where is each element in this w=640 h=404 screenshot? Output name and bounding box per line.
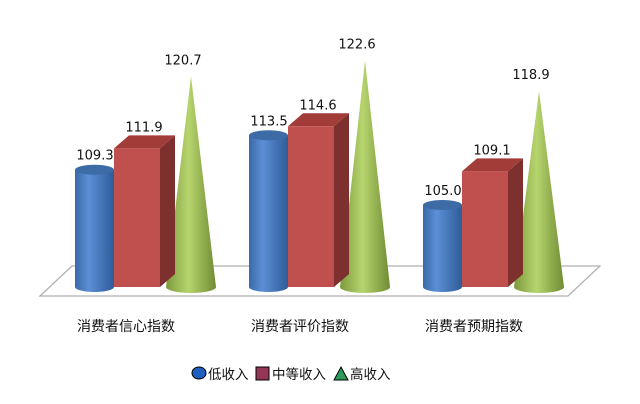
bar-mid-income xyxy=(114,148,160,287)
bar-low-income xyxy=(249,135,288,292)
category-label: 消费者信心指数 xyxy=(77,319,175,335)
data-label: 109.1 xyxy=(473,143,510,158)
bar-low-income xyxy=(423,205,462,292)
bar-high-income xyxy=(340,60,390,294)
category-label: 消费者预期指数 xyxy=(425,319,523,335)
bar-mid-income xyxy=(288,126,334,287)
bar-mid-income-top xyxy=(114,135,175,149)
bar-low-income-top xyxy=(75,164,114,175)
category-label: 消费者评价指数 xyxy=(251,319,349,335)
data-label: 113.5 xyxy=(250,114,287,129)
bar-low-income-top xyxy=(423,200,462,210)
bar-high-income xyxy=(514,91,564,294)
bar-high-income xyxy=(166,76,216,293)
bar-mid-income xyxy=(462,171,508,287)
bar-low-income xyxy=(75,169,114,292)
legend-triangle-icon xyxy=(333,365,349,381)
data-label: 114.6 xyxy=(299,98,336,113)
data-label: 109.3 xyxy=(76,149,113,164)
data-label: 122.6 xyxy=(338,38,375,53)
legend-label: 低收入 xyxy=(208,367,249,383)
data-label: 111.9 xyxy=(125,120,162,135)
bar-mid-income-side xyxy=(508,158,523,287)
bar-low-income-top xyxy=(249,130,288,141)
bar-mid-income-top xyxy=(462,158,523,172)
legend-circle-icon xyxy=(191,366,207,380)
legend-square-icon xyxy=(255,366,270,381)
data-label: 120.7 xyxy=(164,53,201,68)
legend: 低收入 中等收入 高收入 xyxy=(191,365,391,383)
bar-mid-income-side xyxy=(160,135,175,287)
bar-mid-income-top xyxy=(288,113,349,127)
legend-label: 高收入 xyxy=(350,366,391,383)
data-label: 118.9 xyxy=(512,68,549,83)
bar-mid-income-side xyxy=(334,113,349,287)
data-label: 105.0 xyxy=(424,184,461,199)
legend-label: 中等收入 xyxy=(272,366,326,383)
